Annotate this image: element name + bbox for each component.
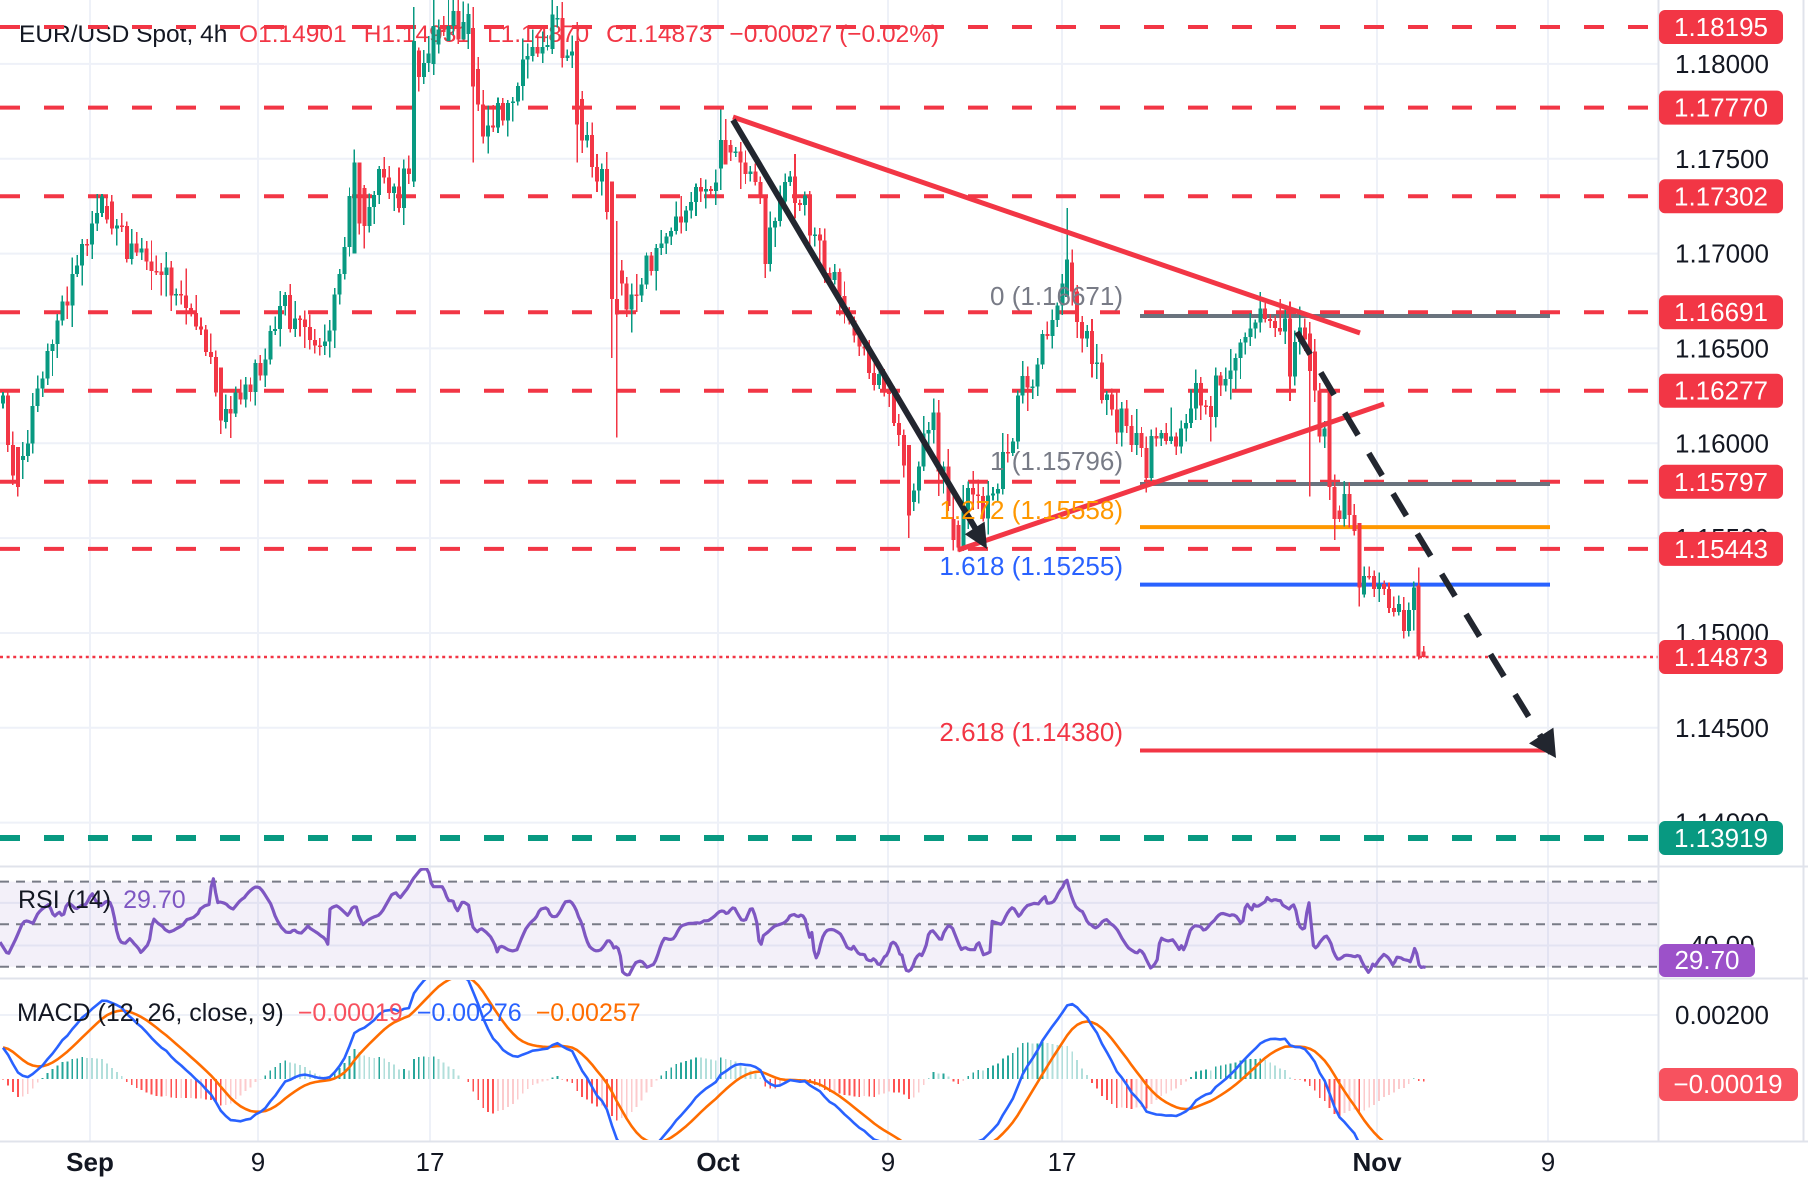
svg-text:9: 9 [881,1147,895,1177]
svg-text:1.16000: 1.16000 [1675,428,1769,458]
svg-text:9: 9 [251,1147,265,1177]
svg-text:1.17302: 1.17302 [1674,181,1768,211]
svg-text:1 (1.15796): 1 (1.15796) [990,446,1123,476]
svg-text:1.17500: 1.17500 [1675,144,1769,174]
svg-text:−0.00019: −0.00019 [1673,1069,1782,1099]
svg-text:29.70: 29.70 [1674,945,1739,975]
svg-text:1.18000: 1.18000 [1675,49,1769,79]
svg-text:1.14873: 1.14873 [1674,642,1768,672]
svg-text:2.618 (1.14380): 2.618 (1.14380) [939,717,1123,747]
svg-text:1.16277: 1.16277 [1674,376,1768,406]
svg-text:0 (1.16671): 0 (1.16671) [990,281,1123,311]
svg-text:1.618 (1.15255): 1.618 (1.15255) [939,551,1123,581]
svg-text:0.00200: 0.00200 [1675,1000,1769,1030]
svg-text:Oct: Oct [696,1147,740,1177]
svg-text:Nov: Nov [1352,1147,1402,1177]
svg-text:1.13919: 1.13919 [1674,823,1768,853]
svg-text:Sep: Sep [66,1147,114,1177]
svg-text:1.16500: 1.16500 [1675,333,1769,363]
svg-text:MACD (12, 26, close, 9)−0.0001: MACD (12, 26, close, 9) −0.00019 −0.00276−… [17,999,641,1027]
svg-text:1.16691: 1.16691 [1674,297,1768,327]
svg-text:1.17000: 1.17000 [1675,239,1769,269]
svg-text:RSI (14)29.70: RSI (14) 29.70 [18,886,186,914]
svg-text:1.272 (1.15558): 1.272 (1.15558) [939,495,1123,525]
svg-text:1.15443: 1.15443 [1674,534,1768,564]
svg-text:17: 17 [1048,1147,1077,1177]
svg-text:1.15797: 1.15797 [1674,467,1768,497]
svg-text:1.18195: 1.18195 [1674,12,1768,42]
svg-text:1.14500: 1.14500 [1675,713,1769,743]
svg-text:17: 17 [416,1147,445,1177]
svg-text:9: 9 [1541,1147,1555,1177]
svg-text:1.17770: 1.17770 [1674,93,1768,123]
